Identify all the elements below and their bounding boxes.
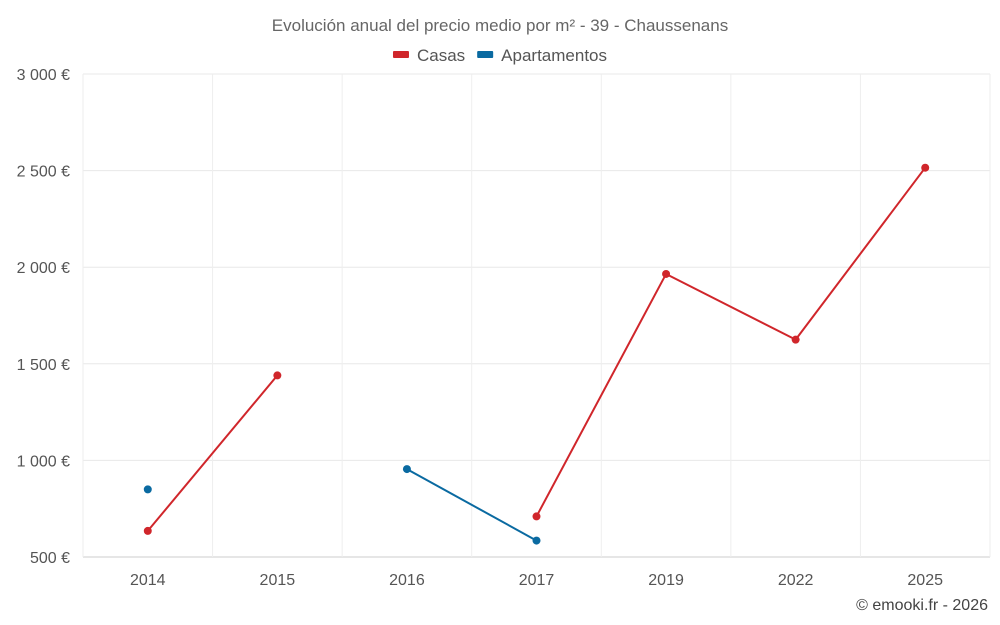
grid xyxy=(82,73,991,558)
legend-label: Casas xyxy=(417,46,465,65)
x-tick-label: 2017 xyxy=(519,572,555,589)
y-tick-label: 1 500 € xyxy=(17,357,70,374)
legend: Casas Apartamentos xyxy=(392,46,607,65)
x-tick-label: 2014 xyxy=(130,572,166,589)
credit-text: © emooki.fr - 2026 xyxy=(856,597,988,614)
data-point[interactable] xyxy=(143,485,152,494)
data-point[interactable] xyxy=(143,526,152,535)
data-point[interactable] xyxy=(791,335,800,344)
data-point[interactable] xyxy=(532,536,541,545)
chart-title: Evolución anual del precio medio por m² … xyxy=(272,16,728,35)
x-tick-label: 2016 xyxy=(389,572,425,589)
data-point[interactable] xyxy=(662,269,671,278)
data-point[interactable] xyxy=(921,163,930,172)
y-tick-label: 3 000 € xyxy=(17,67,70,84)
x-tick-label: 2019 xyxy=(648,572,684,589)
data-point[interactable] xyxy=(273,371,282,380)
series-line xyxy=(406,468,537,542)
data-point[interactable] xyxy=(402,465,411,474)
x-tick-label: 2025 xyxy=(907,572,943,589)
y-tick-label: 2 500 € xyxy=(17,164,70,181)
y-tick-label: 1 000 € xyxy=(17,453,70,470)
series-casas xyxy=(143,163,930,535)
y-axis: 500 € 1 000 € 1 500 € 2 000 € 2 500 € 3 000 € xyxy=(17,67,70,567)
series-line xyxy=(147,374,279,532)
series-apartamentos xyxy=(143,465,541,545)
series-layer xyxy=(143,163,930,545)
x-tick-label: 2015 xyxy=(260,572,296,589)
legend-swatch xyxy=(477,51,494,58)
series-line xyxy=(535,167,927,517)
x-axis: 2014 2015 2016 2017 2019 2022 2025 xyxy=(130,572,943,589)
legend-swatch xyxy=(392,51,409,58)
data-point[interactable] xyxy=(532,512,541,521)
y-tick-label: 2 000 € xyxy=(17,260,70,277)
legend-label: Apartamentos xyxy=(501,46,607,65)
y-tick-label: 500 € xyxy=(30,550,70,567)
x-tick-label: 2022 xyxy=(778,572,814,589)
